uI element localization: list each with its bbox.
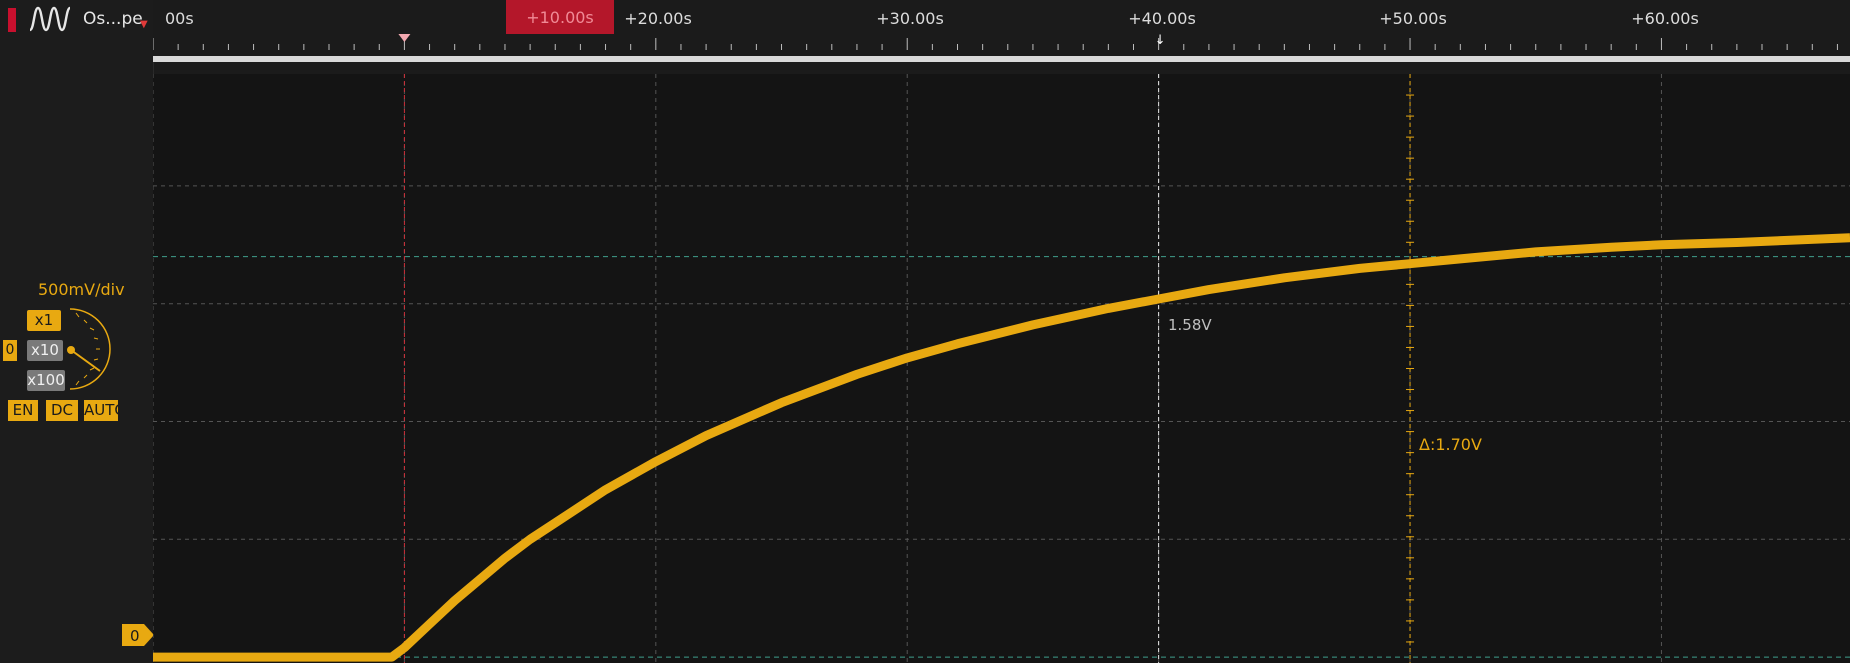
channel-active-marker[interactable] <box>8 8 16 32</box>
volts-knob[interactable] <box>66 303 118 395</box>
trigger-cursor-label[interactable]: +10.00s <box>506 0 614 34</box>
horizontal-scrollbar[interactable] <box>153 56 1850 62</box>
time-ruler[interactable]: 00s +10.00s +20.00s +30.00s +40.00s +50.… <box>153 0 1850 62</box>
sine-wave-icon <box>29 6 71 32</box>
chevron-down-icon[interactable]: ▼ <box>140 19 148 30</box>
cursor-arrow-icon[interactable]: ↓ <box>1155 33 1166 48</box>
channel-name[interactable]: Os...pe <box>83 9 143 29</box>
volts-per-div-label: 500mV/div <box>38 280 125 299</box>
time-tick-label: +20.00s <box>624 9 692 28</box>
probe-x1-button[interactable]: x1 <box>27 310 61 331</box>
enable-button[interactable]: EN <box>8 400 38 421</box>
auto-range-button[interactable]: AUTO <box>84 400 118 421</box>
coupling-button[interactable]: DC <box>46 400 78 421</box>
waveform-trace <box>153 233 1850 662</box>
probe-x100-button[interactable]: x100 <box>27 370 65 391</box>
time-tick-label: 00s <box>165 9 194 28</box>
time-tick-label: +50.00s <box>1379 9 1447 28</box>
ruler-ticks: ↓ <box>153 33 1838 50</box>
cursor-voltage-readout: 1.58V <box>1168 316 1212 334</box>
channel-panel: Os...pe ▼ 500mV/div 0 x1 x10 x100 EN DC … <box>0 0 154 663</box>
time-tick-label: +40.00s <box>1128 9 1196 28</box>
plot-background <box>153 74 1850 663</box>
time-tick-label: +30.00s <box>876 9 944 28</box>
delta-voltage-readout: Δ:1.70V <box>1419 435 1482 454</box>
waveform-plot[interactable] <box>153 74 1850 663</box>
zero-level-label: 0 <box>130 627 140 645</box>
trigger-marker-icon[interactable] <box>398 34 411 42</box>
time-tick-label: +60.00s <box>1631 9 1699 28</box>
offset-indicator: 0 <box>3 340 17 361</box>
probe-x10-button[interactable]: x10 <box>27 340 63 361</box>
zero-level-marker[interactable]: 0 <box>122 624 154 646</box>
